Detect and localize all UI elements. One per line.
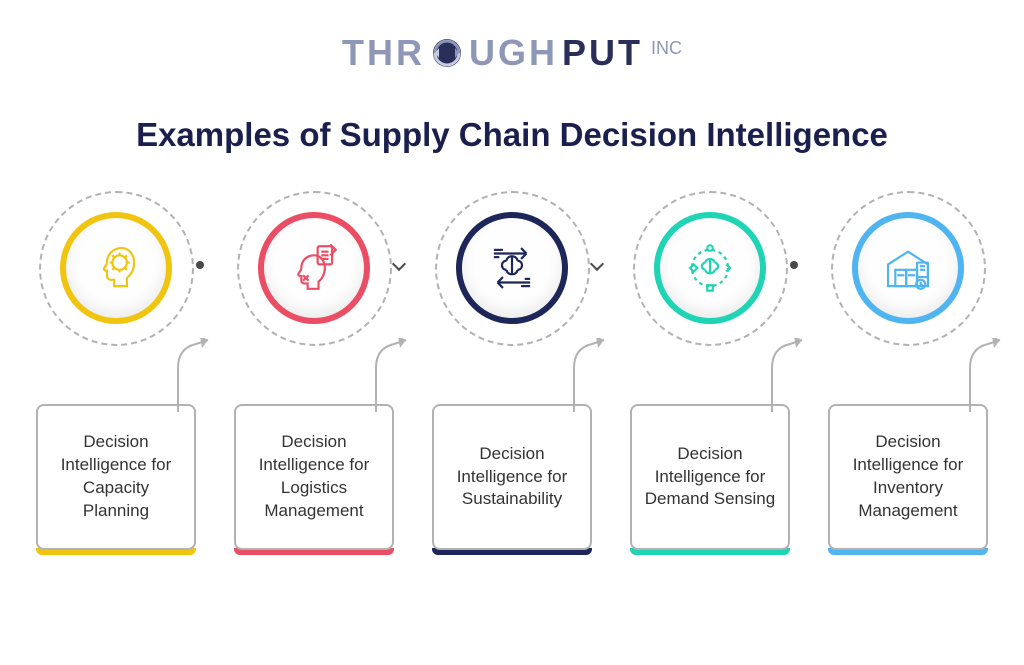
dashed-ring: [831, 191, 986, 346]
dashed-ring: [633, 191, 788, 346]
item-circle: [432, 188, 592, 348]
item-label-box: Decision Intelligence for Demand Sensing: [630, 404, 790, 550]
brand-part1: THR: [342, 32, 425, 74]
connector-arrow-icon: [570, 338, 614, 414]
item-label-box: Decision Intelligence for Sustainability: [432, 404, 592, 550]
connector-arrow-icon: [966, 338, 1010, 414]
infographic-item: Decision Intelligence for Inventory Mana…: [828, 188, 988, 555]
brand-part2: UGH: [469, 32, 558, 74]
item-label-box: Decision Intelligence for Logistics Mana…: [234, 404, 394, 550]
item-label-box: Decision Intelligence for Inventory Mana…: [828, 404, 988, 550]
connector-chevron-icon: [590, 257, 604, 271]
infographic-item: Decision Intelligence for Logistics Mana…: [234, 188, 394, 555]
item-circle: [828, 188, 988, 348]
connector-arrow-icon: [768, 338, 812, 414]
item-circle: [234, 188, 394, 348]
dashed-ring: [237, 191, 392, 346]
connector-chevron-icon: [392, 257, 406, 271]
item-label-box: Decision Intelligence for Capacity Plann…: [36, 404, 196, 550]
brand-globe-icon: [429, 35, 465, 71]
item-label: Decision Intelligence for Inventory Mana…: [842, 431, 974, 523]
page-title: Examples of Supply Chain Decision Intell…: [0, 116, 1024, 154]
dashed-ring: [435, 191, 590, 346]
brand-logo: THR UGH PUT INC: [0, 0, 1024, 74]
item-circle: [630, 188, 790, 348]
infographic-item: Decision Intelligence for Sustainability: [432, 188, 592, 555]
item-label: Decision Intelligence for Capacity Plann…: [50, 431, 182, 523]
infographic-row: Decision Intelligence for Capacity Plann…: [0, 188, 1024, 555]
item-label: Decision Intelligence for Sustainability: [446, 443, 578, 512]
connector-arrow-icon: [372, 338, 416, 414]
infographic-item: Decision Intelligence for Demand Sensing: [630, 188, 790, 555]
connector-arrow-icon: [174, 338, 218, 414]
brand-suffix: INC: [651, 38, 682, 59]
dashed-ring: [39, 191, 194, 346]
item-label: Decision Intelligence for Logistics Mana…: [248, 431, 380, 523]
infographic-item: Decision Intelligence for Capacity Plann…: [36, 188, 196, 555]
connector-dot: [196, 261, 204, 269]
item-label: Decision Intelligence for Demand Sensing: [644, 443, 776, 512]
connector-dot: [790, 261, 798, 269]
brand-part3: PUT: [562, 32, 643, 74]
item-circle: [36, 188, 196, 348]
